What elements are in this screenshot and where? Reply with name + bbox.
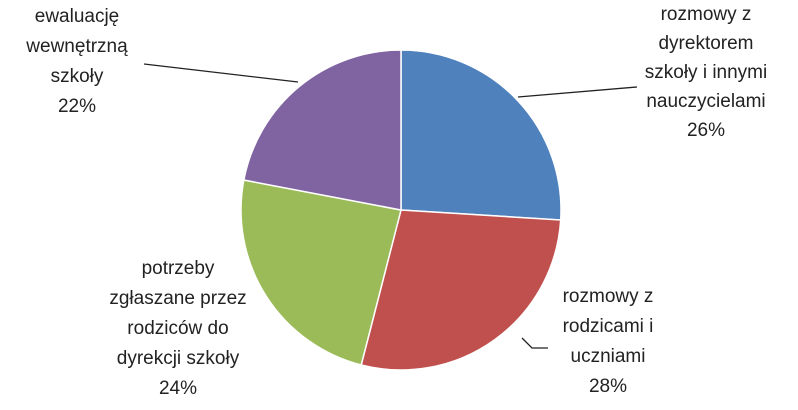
pie-slice — [400, 49, 562, 221]
slice-percent: 24% — [159, 378, 197, 399]
pie-slice — [242, 49, 402, 211]
pie-slice — [240, 179, 402, 366]
leader-line — [143, 63, 299, 83]
leader-line — [521, 337, 548, 349]
leader-line — [517, 86, 638, 98]
slice-percent: 22% — [58, 96, 96, 117]
slice-label: rozmowy z dyrektorem szkoły i innymi nauczy… — [645, 4, 767, 112]
pie-slice — [360, 209, 562, 371]
slice-percent: 28% — [589, 376, 627, 397]
slice-percent: 26% — [687, 120, 725, 141]
slice-label: ewaluację wewnętrzną szkoły — [25, 6, 128, 87]
slice-label: rozmowy z rodzicami i uczniami — [563, 286, 654, 367]
slice-label: potrzeby zgłaszane przez rodziców do dyrekc… — [109, 258, 246, 369]
